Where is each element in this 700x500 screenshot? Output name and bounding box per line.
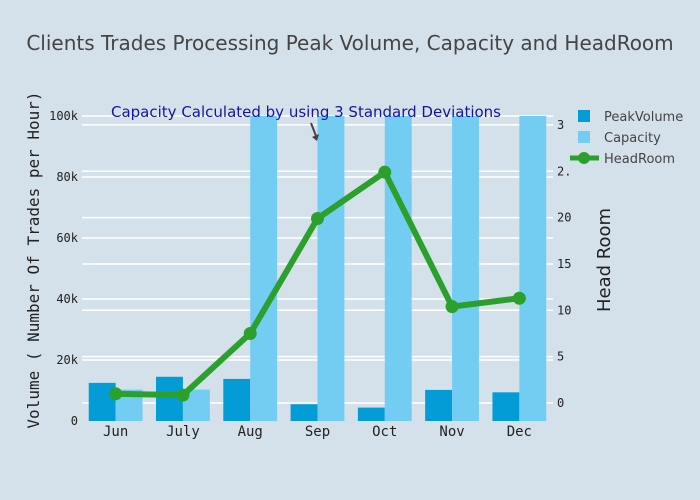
bar-peakvolume-oct[interactable] (357, 407, 385, 421)
x-tick-label: Dec (507, 424, 532, 440)
annotation-arrow (310, 122, 319, 141)
bar-capacity-sep[interactable] (317, 116, 345, 421)
bar-capacity-dec[interactable] (519, 116, 547, 421)
headroom-point-dec[interactable] (512, 291, 526, 305)
legend-swatch-capacity (578, 131, 590, 143)
left-tick-label: 80k (56, 170, 78, 184)
bar-peakvolume-sep[interactable] (290, 404, 318, 421)
headroom-point-jun[interactable] (109, 387, 123, 401)
annotation-text: Capacity Calculated by using 3 Standard … (111, 103, 501, 121)
headroom-point-aug[interactable] (243, 326, 257, 340)
legend: PeakVolume Capacity HeadRoom (570, 110, 683, 167)
bar-capacity-oct[interactable] (384, 116, 412, 421)
bar-peakvolume-aug[interactable] (223, 378, 251, 421)
right-axis-ticks: 0 5 10 15 20 2. 3 (557, 118, 571, 410)
x-axis-ticks: Jun July Aug Sep Oct Nov Dec (103, 424, 532, 440)
left-tick-label: 20k (56, 353, 78, 367)
left-tick-label: 60k (56, 231, 78, 245)
bar-peakvolume-dec[interactable] (492, 392, 520, 421)
left-tick-label: 100k (49, 109, 79, 123)
x-tick-label: Jun (103, 424, 128, 440)
legend-item-headroom[interactable]: HeadRoom (570, 152, 675, 167)
legend-label-capacity: Capacity (604, 131, 661, 146)
headroom-point-nov[interactable] (445, 300, 459, 314)
legend-label-headroom: HeadRoom (604, 152, 675, 167)
headroom-point-july[interactable] (176, 388, 190, 402)
legend-swatch-peakvolume (578, 110, 590, 122)
legend-marker-headroom (578, 152, 590, 164)
headroom-point-oct[interactable] (378, 165, 392, 179)
legend-item-capacity[interactable]: Capacity (578, 131, 661, 146)
left-axis-title: Volume ( Number Of Trades per Hour) (24, 91, 43, 428)
right-tick-label: 0 (557, 396, 564, 410)
bar-capacity-aug[interactable] (250, 116, 278, 421)
right-tick-label: 10 (557, 303, 571, 317)
x-tick-label: Sep (305, 424, 330, 440)
bar-peakvolume-jun[interactable] (88, 382, 116, 421)
right-axis-title: Head Room (594, 208, 615, 312)
x-tick-label: Oct (372, 424, 397, 440)
headroom-point-sep[interactable] (311, 212, 324, 226)
right-tick-label: 5 (557, 350, 564, 364)
legend-label-peakvolume: PeakVolume (604, 110, 683, 125)
left-tick-label: 0 (71, 414, 78, 428)
legend-item-peakvolume[interactable]: PeakVolume (578, 110, 683, 125)
bars (88, 116, 547, 421)
headroom-line (109, 165, 526, 402)
right-tick-label: 20 (557, 211, 571, 225)
bar-peakvolume-nov[interactable] (425, 389, 453, 421)
left-axis-ticks: 0 20k 40k 60k 80k 100k (49, 109, 79, 428)
left-tick-label: 40k (56, 292, 78, 306)
bar-capacity-nov[interactable] (452, 116, 479, 421)
right-tick-label: 15 (557, 257, 571, 271)
right-tick-label: 3 (557, 118, 564, 132)
chart-title: Clients Trades Processing Peak Volume, C… (26, 31, 673, 55)
x-tick-label: July (166, 424, 200, 440)
x-tick-label: Aug (238, 424, 263, 440)
x-tick-label: Nov (439, 424, 464, 440)
right-tick-label: 2. (557, 164, 571, 178)
